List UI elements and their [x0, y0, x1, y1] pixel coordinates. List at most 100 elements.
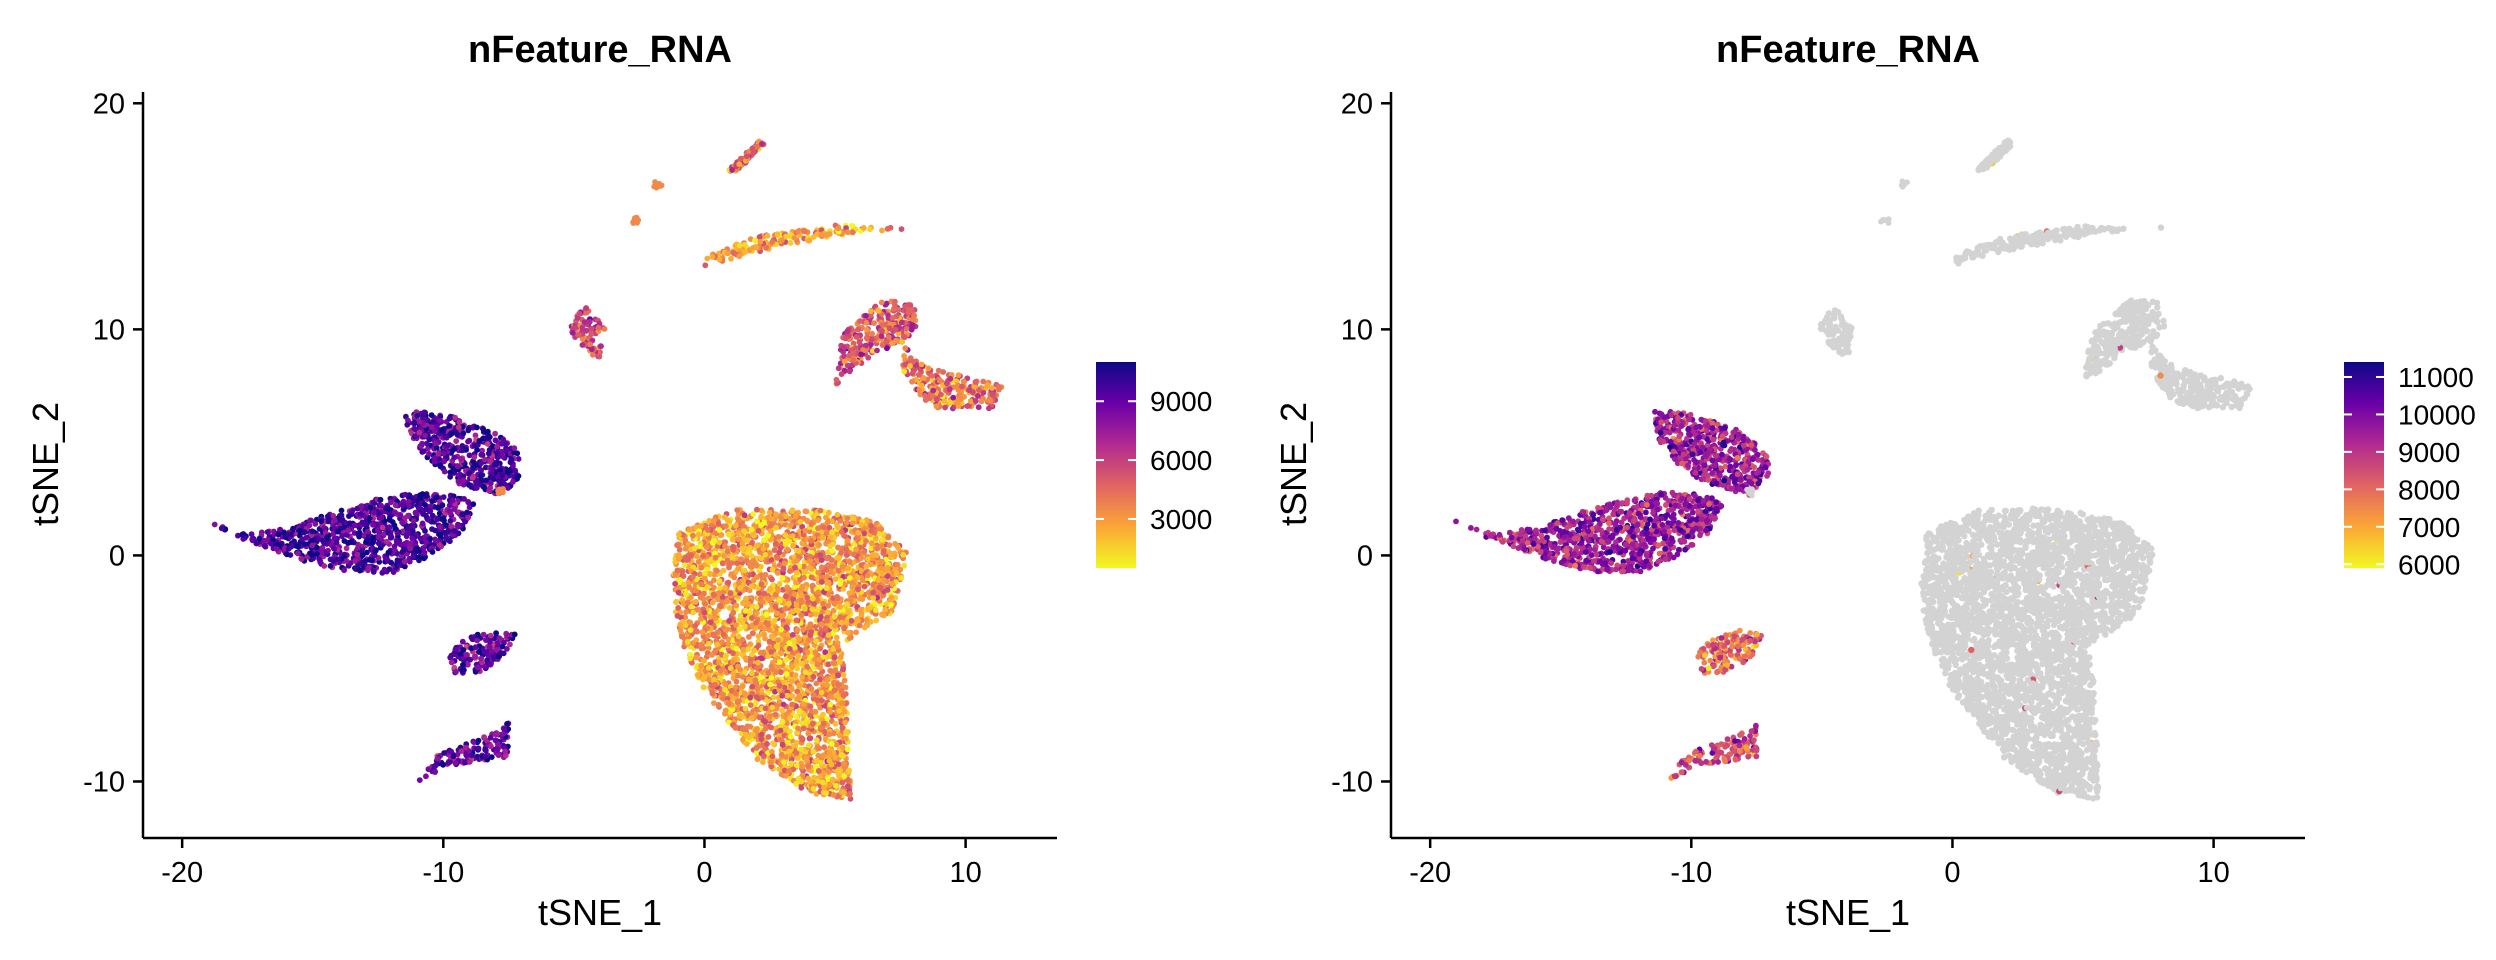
scatter-point [780, 617, 787, 624]
scatter-point [820, 524, 827, 531]
scatter-point [712, 615, 718, 621]
scatter-point [405, 502, 412, 509]
scatter-point [481, 664, 488, 670]
scatter-point [218, 525, 225, 532]
scatter-point [459, 638, 466, 645]
scatter-point [309, 537, 315, 544]
scatter-point [677, 622, 684, 629]
scatter-point [480, 435, 487, 442]
scatter-point [268, 540, 274, 547]
scatter-point [733, 622, 739, 628]
scatter-point [849, 519, 856, 526]
scatter-point [455, 530, 462, 537]
scatter-point [843, 729, 849, 735]
scatter-point [815, 517, 822, 523]
scatter-point [846, 767, 853, 774]
scatter-point [802, 527, 809, 534]
scatter-point [776, 659, 783, 665]
scatter-point [433, 494, 440, 501]
scatter-point [735, 633, 742, 640]
scatter-point [799, 674, 805, 680]
scatter-point [861, 583, 868, 590]
scatter-point [422, 432, 428, 439]
scatter-point [354, 551, 361, 558]
scatter-point [716, 539, 723, 546]
scatter-point [421, 448, 427, 454]
scatter-point [732, 522, 739, 529]
scatter-point [798, 746, 805, 753]
scatter-point [486, 644, 493, 650]
scatter-point [819, 609, 826, 615]
scatter-point [733, 602, 740, 609]
scatter-point [265, 536, 271, 543]
scatter-point [699, 629, 706, 636]
scatter-point [447, 510, 454, 516]
scatter-point [774, 570, 781, 576]
scatter-point [739, 545, 745, 552]
scatter-point [842, 684, 849, 691]
scatter-point [473, 485, 480, 491]
scatter-point [768, 724, 774, 731]
scatter-point [739, 540, 746, 547]
scatter-point [743, 595, 749, 602]
scatter-point [780, 566, 787, 573]
scatter-point [681, 562, 688, 569]
scatter-point [448, 659, 455, 666]
scatter-point [455, 424, 462, 431]
scatter-point [807, 553, 814, 560]
scatter-point [807, 558, 814, 565]
scatter-point [815, 589, 822, 596]
scatter-point [694, 672, 701, 678]
scatter-point [492, 437, 499, 444]
scatter-point [674, 613, 681, 619]
scatter-point [750, 511, 757, 517]
scatter-point [774, 555, 781, 561]
scatter-point [294, 543, 300, 549]
scatter-point [685, 599, 691, 606]
scatter-point [809, 606, 816, 613]
scatter-point [810, 748, 817, 755]
scatter-point [796, 707, 802, 714]
scatter-point [755, 528, 762, 534]
scatter-point [832, 754, 838, 760]
scatter-point [474, 424, 480, 431]
scatter-point [762, 635, 768, 642]
scatter-point [814, 661, 821, 668]
scatter-point [777, 669, 784, 676]
plot-title: nFeature_RNA [468, 29, 732, 71]
scatter-point [409, 535, 416, 542]
scatter-point [730, 546, 737, 553]
scatter-point [843, 546, 850, 553]
scatter-point [841, 625, 847, 632]
scatter-point [476, 438, 483, 444]
scatter-point [753, 749, 760, 756]
scatter-point [834, 521, 840, 528]
scatter-point [273, 546, 280, 552]
scatter-point [680, 600, 687, 607]
scatter-point [676, 546, 683, 553]
scatter-point [746, 734, 752, 741]
scatter-point [793, 750, 800, 756]
scatter-point [388, 499, 394, 506]
scatter-point [812, 649, 819, 655]
scatter-point [742, 607, 749, 614]
scatter-point [432, 527, 439, 534]
scatter-point [766, 509, 773, 516]
scatter-point [437, 524, 443, 530]
scatter-point [751, 647, 757, 654]
scatter-point [762, 705, 769, 712]
scatter-point [722, 652, 729, 659]
scatter-point [820, 720, 827, 727]
scatter-point [709, 599, 716, 606]
scatter-point [256, 535, 263, 542]
scatter-point [844, 537, 851, 544]
scatter-point [850, 515, 857, 521]
scatter-point [795, 775, 802, 782]
scatter-point [433, 423, 440, 430]
scatter-point [787, 728, 793, 735]
scatter-point [488, 754, 495, 760]
scatter-point [737, 584, 743, 591]
scatter-point [740, 726, 746, 733]
scatter-point [805, 763, 812, 769]
scatter-point [870, 595, 877, 601]
